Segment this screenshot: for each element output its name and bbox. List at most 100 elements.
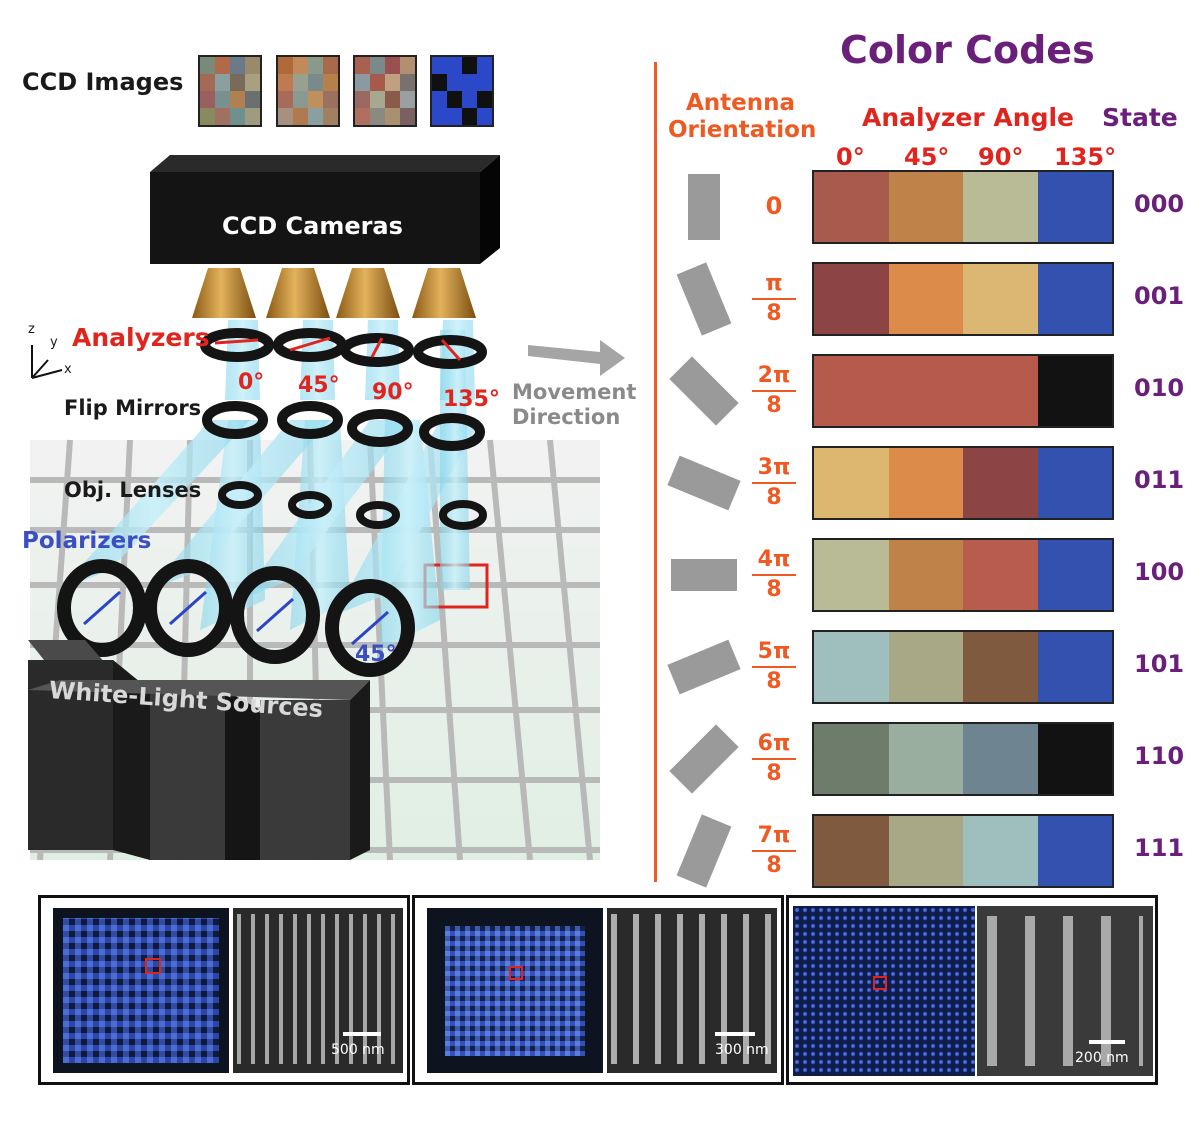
color-swatch [1037, 264, 1112, 334]
orientation-value-2: 2π 8 [752, 364, 796, 418]
movement-arrow [528, 340, 625, 376]
ccd-pixel [447, 91, 462, 108]
antenna-orientation-line1: Antenna [686, 90, 796, 116]
state-code-011: 011 [1134, 466, 1185, 494]
color-swatch [814, 632, 889, 702]
color-bar-111 [812, 814, 1114, 888]
ccd-pixel [447, 108, 462, 125]
ccd-pixel [230, 108, 245, 125]
ccd-pixel [477, 57, 492, 74]
ccd-pixel [400, 74, 415, 91]
color-swatch [814, 816, 889, 886]
ccd-image-3 [353, 55, 417, 127]
ccd-pixel [385, 74, 400, 91]
orientation-denominator: 8 [766, 761, 782, 786]
color-swatch [888, 264, 963, 334]
ccd-pixel [215, 91, 230, 108]
ccd-pixel [432, 108, 447, 125]
ccd-pixel [385, 108, 400, 125]
analyzer-angle-135: 135° [443, 387, 500, 412]
ccd-pixel [278, 91, 293, 108]
ccd-cameras-label: CCD Cameras [222, 212, 403, 240]
ccd-pixel [215, 57, 230, 74]
ccd-pixel [400, 91, 415, 108]
orientation-numerator: 7π [752, 824, 796, 852]
color-swatch [963, 172, 1038, 242]
scale-bar-3: 200 nm [1075, 1050, 1129, 1066]
sem-image-2: 300 nm [607, 908, 777, 1073]
ccd-pixel [215, 108, 230, 125]
color-swatch [963, 356, 1038, 426]
color-codes-title: Color Codes [840, 28, 1095, 72]
color-bar-110 [812, 722, 1114, 796]
sem-image-3: 200 nm [977, 906, 1153, 1076]
ccd-pixel [200, 57, 215, 74]
camera-lenses [192, 268, 476, 318]
sem-image-1: 500 nm [233, 908, 403, 1073]
orientation-denominator: 8 [766, 853, 782, 878]
analyzer-angle-90: 90° [372, 380, 414, 405]
ccd-image-2 [276, 55, 340, 127]
color-bar-000 [812, 170, 1114, 244]
ccd-pixel [323, 108, 338, 125]
divider-line [654, 62, 657, 882]
analyzers-label: Analyzers [72, 323, 210, 352]
ccd-pixel [447, 57, 462, 74]
analyzer-angle-header: Analyzer Angle [862, 103, 1074, 132]
scale-bar-2: 300 nm [715, 1042, 769, 1058]
color-swatch [963, 632, 1038, 702]
ccd-pixel [200, 91, 215, 108]
darkfield-image-2 [427, 908, 603, 1073]
angle-header-45: 45° [904, 143, 950, 171]
objective-lenses [218, 481, 487, 530]
color-swatch [1037, 816, 1112, 886]
micrograph-panel-2: 300 nm [412, 895, 784, 1085]
ccd-pixel [432, 91, 447, 108]
state-code-111: 111 [1134, 834, 1185, 862]
ccd-pixel [308, 108, 323, 125]
ccd-pixel [245, 91, 260, 108]
ccd-pixel [447, 74, 462, 91]
ccd-pixel [323, 74, 338, 91]
color-swatch [814, 264, 889, 334]
darkfield-image-3 [793, 906, 975, 1076]
ccd-pixel [245, 108, 260, 125]
ccd-pixel [462, 108, 477, 125]
color-codes-table: Color Codes Antenna Orientation Analyzer… [660, 0, 1200, 890]
angle-header-135: 135° [1054, 143, 1117, 171]
ccd-pixel [278, 57, 293, 74]
orientation-denominator: 8 [766, 393, 782, 418]
ccd-pixel [462, 91, 477, 108]
ccd-pixel [477, 91, 492, 108]
axis-y-label: y [50, 335, 58, 350]
color-swatch [888, 172, 963, 242]
color-swatch [814, 448, 889, 518]
ccd-pixel [230, 74, 245, 91]
ccd-pixel [323, 91, 338, 108]
ccd-pixel [355, 74, 370, 91]
ccd-pixel [385, 91, 400, 108]
ccd-pixel [370, 91, 385, 108]
state-code-100: 100 [1134, 558, 1185, 586]
color-swatch [814, 540, 889, 610]
ccd-pixel [355, 57, 370, 74]
ccd-pixel [462, 74, 477, 91]
orientation-numerator: 6π [752, 732, 796, 760]
ccd-pixel [293, 57, 308, 74]
orientation-denominator: 8 [766, 485, 782, 510]
obj-lenses-label: Obj. Lenses [64, 478, 202, 502]
ccd-pixel [370, 74, 385, 91]
color-swatch [888, 356, 963, 426]
analyzer-angle-45: 45° [298, 373, 340, 398]
state-code-000: 000 [1134, 190, 1185, 218]
ccd-pixel [308, 74, 323, 91]
color-swatch [814, 356, 889, 426]
flip-mirrors-label: Flip Mirrors [64, 396, 202, 420]
ccd-pixel [245, 74, 260, 91]
orientation-value-4: 4π 8 [752, 548, 796, 602]
ccd-pixel [278, 74, 293, 91]
state-code-101: 101 [1134, 650, 1185, 678]
ccd-pixel [355, 91, 370, 108]
orientation-value-5: 5π 8 [752, 640, 796, 694]
